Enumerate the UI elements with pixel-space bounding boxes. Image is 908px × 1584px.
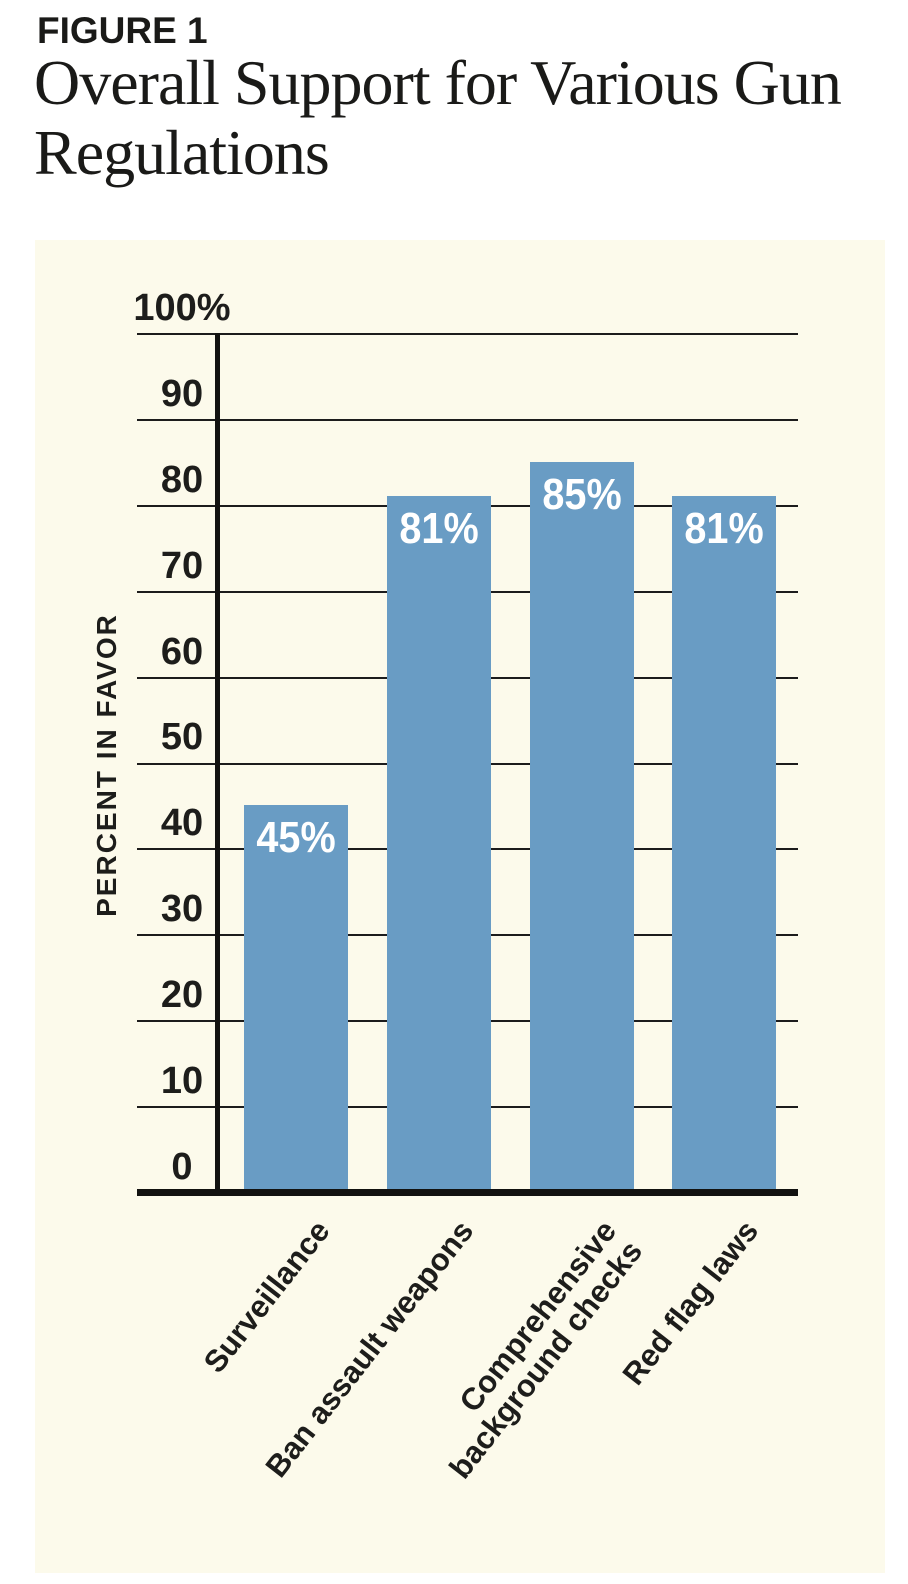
x-category-label-surveillance: Surveillance bbox=[196, 1213, 338, 1380]
figure-label: FIGURE 1 bbox=[37, 10, 208, 51]
bar-value-label: 81% bbox=[684, 504, 764, 553]
y-tick-label: 70 bbox=[160, 545, 204, 587]
bar-surveillance: 45% bbox=[244, 805, 348, 1192]
gridline bbox=[137, 419, 798, 421]
y-tick-label: 20 bbox=[160, 974, 204, 1016]
y-axis-title: PERCENT IN FAVOR bbox=[91, 613, 122, 917]
y-tick-label: 60 bbox=[160, 631, 204, 673]
chart-panel: PERCENT IN FAVOR 100% 90 80 70 60 50 40 30 20 10 0… bbox=[35, 240, 885, 1573]
bar-red-flag-laws: 81% bbox=[672, 496, 776, 1192]
y-axis-line bbox=[215, 333, 220, 1192]
bar-ban-assault-weapons: 81% bbox=[387, 496, 491, 1192]
y-tick-label: 80 bbox=[160, 459, 204, 501]
plot-area: 100% 90 80 70 60 50 40 30 20 10 0 45% 81% 85% 81% bbox=[133, 289, 798, 1196]
y-tick-label: 50 bbox=[160, 716, 204, 758]
y-tick-label: 10 bbox=[160, 1060, 204, 1102]
x-category-label-red-flag-laws: Red flag laws bbox=[615, 1213, 766, 1392]
chart-title: Overall Support for Various Gun Regulati… bbox=[34, 47, 842, 188]
bar-comprehensive-background-checks: 85% bbox=[530, 462, 634, 1192]
y-tick-label: 100% bbox=[133, 287, 231, 329]
bar-value-label: 81% bbox=[399, 504, 479, 553]
y-tick-label: 30 bbox=[160, 888, 204, 930]
bar-value-label: 45% bbox=[256, 813, 336, 862]
gridline bbox=[137, 333, 798, 335]
x-axis-line bbox=[137, 1189, 798, 1196]
bar-value-label: 85% bbox=[542, 470, 622, 519]
y-tick-label: 40 bbox=[160, 802, 204, 844]
y-tick-label: 0 bbox=[171, 1146, 193, 1188]
y-tick-label: 90 bbox=[160, 373, 204, 415]
